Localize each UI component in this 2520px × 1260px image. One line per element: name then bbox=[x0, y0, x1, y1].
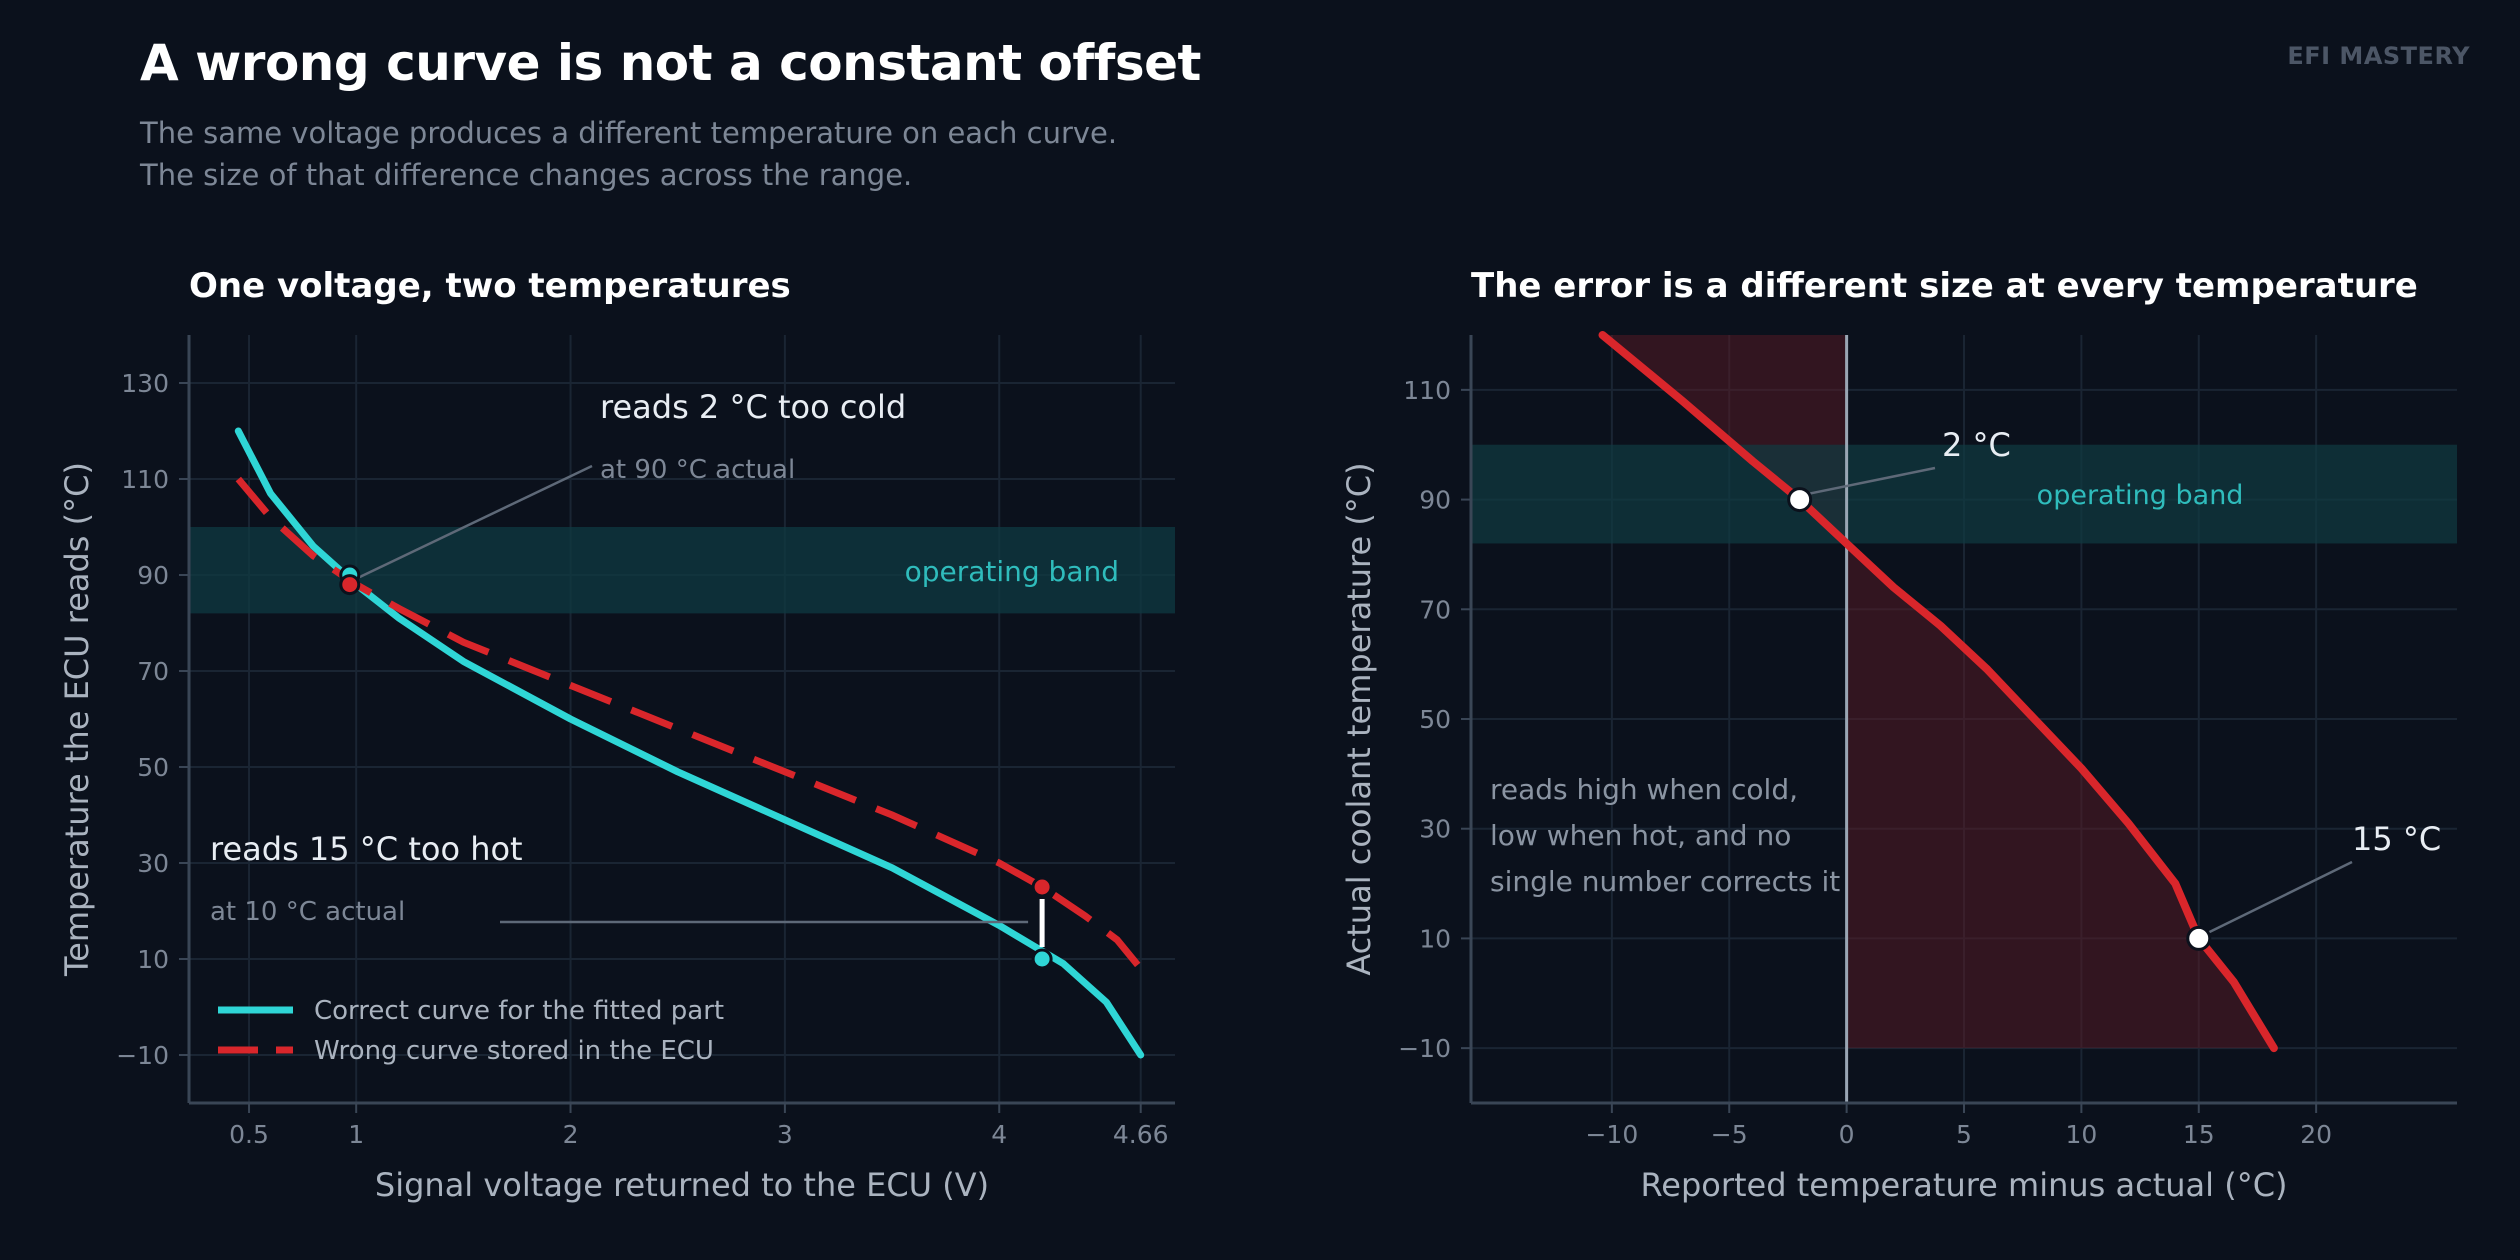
page-title: A wrong curve is not a constant offset bbox=[140, 34, 1201, 92]
data-marker bbox=[1787, 487, 1813, 513]
y-tick-label: 10 bbox=[137, 945, 169, 974]
series-line-wrong bbox=[235, 476, 1144, 971]
y-tick-label: −10 bbox=[116, 1041, 169, 1070]
annotation-bottom-subtext: at 10 °C actual bbox=[210, 897, 405, 927]
x-tick-label: 4.66 bbox=[1113, 1120, 1169, 1149]
legend-label-wrong: Wrong curve stored in the ECU bbox=[314, 1036, 714, 1066]
annotation-top-title: reads 2 °C too cold bbox=[600, 388, 906, 426]
y-tick-label: 130 bbox=[121, 369, 169, 398]
x-tick-label: 3 bbox=[777, 1120, 793, 1149]
chart-note-line: low when hot, and no bbox=[1490, 819, 1791, 852]
y-tick-label: 30 bbox=[1419, 815, 1451, 844]
page-subtitle: The same voltage produces a different te… bbox=[140, 112, 1117, 196]
marker-leader-top bbox=[1809, 466, 1936, 495]
error-shaded-region bbox=[1602, 335, 2274, 1049]
y-tick-label: 10 bbox=[1419, 924, 1451, 953]
y-tick-label: 110 bbox=[121, 465, 169, 494]
x-tick-label: 15 bbox=[2183, 1120, 2215, 1149]
y-tick-label: 70 bbox=[137, 657, 169, 686]
y-tick-label: −10 bbox=[1398, 1034, 1451, 1063]
annotation-top-subtext: at 90 °C actual bbox=[600, 455, 795, 485]
left-chart-title: One voltage, two temperatures bbox=[189, 266, 791, 306]
x-tick-label: −5 bbox=[1711, 1120, 1748, 1149]
y-tick-label: 70 bbox=[1419, 595, 1451, 624]
data-marker bbox=[2186, 925, 2212, 951]
x-tick-label: 1 bbox=[348, 1120, 364, 1149]
x-axis-label: Signal voltage returned to the ECU (V) bbox=[375, 1166, 989, 1204]
chart-note-line: reads high when cold, bbox=[1490, 773, 1798, 806]
x-tick-label: 4 bbox=[991, 1120, 1007, 1149]
y-tick-label: 90 bbox=[1419, 486, 1451, 515]
x-tick-label: 0 bbox=[1839, 1120, 1855, 1149]
y-tick-label: 90 bbox=[137, 561, 169, 590]
x-tick-label: 2 bbox=[563, 1120, 579, 1149]
subtitle-line-2: The size of that difference changes acro… bbox=[140, 158, 913, 192]
marker-leader-bottom bbox=[2208, 860, 2353, 934]
y-tick-label: 50 bbox=[1419, 705, 1451, 734]
chart-note-line: single number corrects it bbox=[1490, 865, 1840, 898]
y-axis-label: Temperature the ECU reads (°C) bbox=[58, 462, 96, 977]
y-tick-label: 30 bbox=[137, 849, 169, 878]
series-line-error bbox=[1598, 331, 2278, 1053]
x-tick-label: 5 bbox=[1956, 1120, 1972, 1149]
y-tick-label: 110 bbox=[1403, 376, 1451, 405]
operating-band bbox=[1471, 444, 2457, 544]
operating-band-label: operating band bbox=[905, 555, 1119, 588]
brand-logo: EFI MASTERY bbox=[2287, 42, 2470, 70]
y-axis-label: Actual coolant temperature (°C) bbox=[1340, 462, 1378, 975]
series-line-correct bbox=[234, 427, 1145, 1059]
operating-band-label: operating band bbox=[2037, 480, 2244, 511]
right-chart-title: The error is a different size at every t… bbox=[1471, 266, 2418, 306]
left-chart: operating band 0.5 1 2 3 4 4.66 −10 10 30 50 70 90 11… bbox=[58, 335, 1175, 1204]
annotation-leader-top bbox=[359, 464, 593, 579]
data-marker bbox=[1031, 948, 1053, 970]
x-tick-label: 0.5 bbox=[229, 1120, 269, 1149]
data-marker bbox=[339, 574, 361, 596]
x-axis-label: Reported temperature minus actual (°C) bbox=[1640, 1166, 2287, 1204]
legend-label-correct: Correct curve for the fitted part bbox=[314, 996, 724, 1026]
subtitle-line-1: The same voltage produces a different te… bbox=[140, 116, 1118, 150]
y-tick-label: 50 bbox=[137, 753, 169, 782]
annotation-bottom-title: reads 15 °C too hot bbox=[210, 830, 523, 868]
x-tick-label: −10 bbox=[1585, 1120, 1638, 1149]
x-tick-label: 10 bbox=[2065, 1120, 2097, 1149]
marker-label-bottom: 15 °C bbox=[2352, 820, 2441, 858]
x-tick-label: 20 bbox=[2300, 1120, 2332, 1149]
data-marker bbox=[1031, 876, 1053, 898]
marker-label-top: 2 °C bbox=[1942, 426, 2011, 464]
